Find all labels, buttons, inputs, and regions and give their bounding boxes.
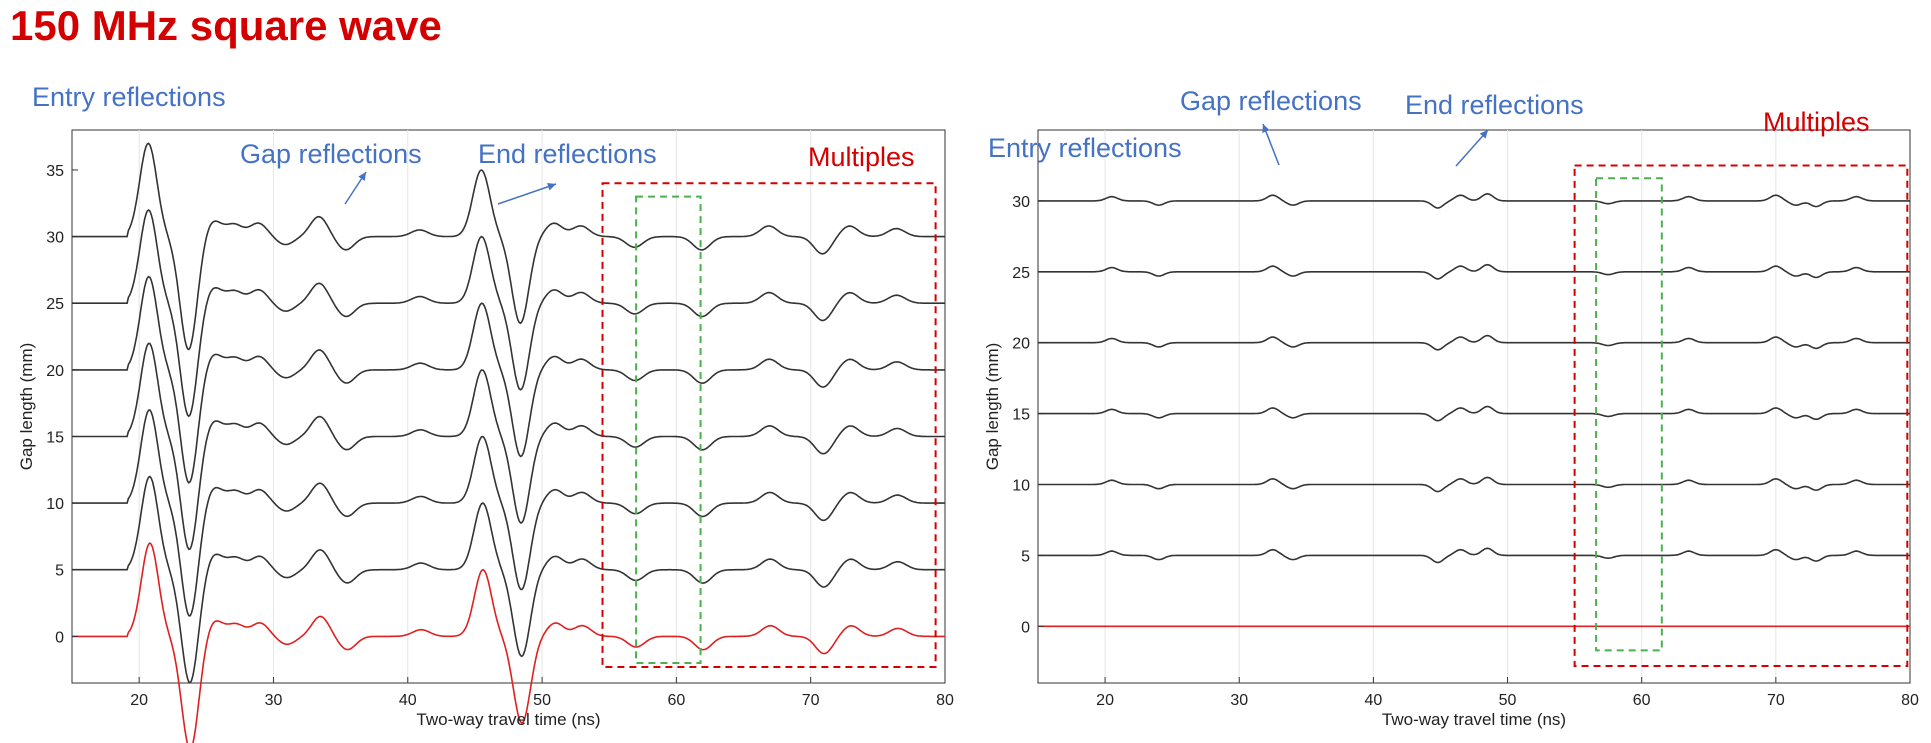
arrow-head [358, 172, 366, 181]
arrow-head [547, 182, 556, 191]
x-tick-label: 50 [1499, 692, 1517, 709]
arrow-shaft [497, 183, 557, 205]
right-chart: 20 30 40 50 60 70 80 0 5 10 15 20 25 30 Two-way trave… [983, 86, 1919, 729]
left-multiples-label: Multiples [808, 142, 915, 172]
right-gap-reflections-label: Gap reflections [1180, 86, 1362, 116]
left-traces [72, 142, 945, 743]
left-grid [138, 130, 812, 683]
trace-offset-0 [72, 542, 945, 743]
right-boxes [1573, 164, 1909, 667]
x-tick-label: 80 [936, 692, 954, 709]
y-tick-label: 20 [46, 363, 64, 380]
y-tick-label: 35 [46, 163, 64, 180]
trace-offset-5 [72, 475, 945, 684]
right-y-axis-label: Gap length (mm) [983, 343, 1002, 471]
y-tick-label: 25 [46, 296, 64, 313]
trace-offset-20 [1038, 334, 1910, 351]
green-box [635, 195, 702, 665]
x-tick-label: 70 [802, 692, 820, 709]
multiples-box [1573, 164, 1909, 667]
left-entry-reflections-label: Entry reflections [32, 82, 226, 112]
arrow-head [1262, 124, 1270, 133]
y-tick-label: 20 [1012, 336, 1030, 353]
x-tick-label: 50 [533, 692, 551, 709]
trace-offset-30 [72, 142, 945, 351]
trace-offset-20 [72, 275, 945, 484]
left-ticks: 20 30 40 50 60 70 80 0 5 10 15 20 25 30 35 [46, 163, 954, 709]
left-boxes [601, 182, 937, 669]
trace-offset-10 [72, 409, 945, 617]
trace-offset-15 [72, 342, 945, 551]
y-tick-label: 15 [1012, 407, 1030, 424]
x-tick-label: 30 [265, 692, 283, 709]
trace-offset-10 [1038, 476, 1910, 493]
x-tick-label: 40 [399, 692, 417, 709]
x-tick-label: 70 [1767, 692, 1785, 709]
y-tick-label: 25 [1012, 265, 1030, 282]
left-end-reflections-label: End reflections [478, 139, 657, 169]
trace-offset-25 [72, 208, 945, 418]
y-tick-label: 0 [1021, 619, 1030, 636]
right-plot-frame [1037, 129, 1911, 684]
right-annotation-arrows [1262, 123, 1489, 167]
x-tick-label: 20 [1096, 692, 1114, 709]
trace-offset-25 [1038, 263, 1910, 280]
x-tick-label: 40 [1364, 692, 1382, 709]
right-x-axis-label: Two-way travel time (ns) [1382, 710, 1566, 729]
trace-offset-5 [1038, 547, 1910, 564]
page-title: 150 MHz square wave [10, 2, 442, 49]
left-annotation-arrows [344, 171, 557, 205]
x-tick-label: 30 [1230, 692, 1248, 709]
x-tick-label: 60 [667, 692, 685, 709]
y-tick-label: 10 [1012, 477, 1030, 494]
right-grid [1104, 130, 1777, 683]
x-tick-label: 20 [130, 692, 148, 709]
right-multiples-label: Multiples [1763, 107, 1870, 137]
y-tick-label: 0 [55, 629, 64, 646]
right-traces [1038, 192, 1910, 628]
green-box [1595, 177, 1663, 652]
left-plot-frame [71, 129, 946, 684]
trace-offset-30 [1038, 192, 1910, 209]
right-end-reflections-label: End reflections [1405, 90, 1584, 120]
arrow-head [1479, 130, 1488, 139]
trace-offset-15 [1038, 405, 1910, 422]
y-tick-label: 5 [55, 563, 64, 580]
left-y-axis-label: Gap length (mm) [17, 343, 36, 471]
left-gap-reflections-label: Gap reflections [240, 139, 422, 169]
y-tick-label: 30 [1012, 194, 1030, 211]
x-tick-label: 80 [1901, 692, 1919, 709]
y-tick-label: 30 [46, 230, 64, 247]
x-tick-label: 60 [1633, 692, 1651, 709]
left-x-axis-label: Two-way travel time (ns) [416, 710, 600, 729]
y-tick-label: 5 [1021, 548, 1030, 565]
y-tick-label: 10 [46, 496, 64, 513]
right-ticks: 20 30 40 50 60 70 80 0 5 10 15 20 25 30 [1012, 194, 1919, 709]
right-entry-reflections-label: Entry reflections [988, 133, 1182, 163]
left-chart: 20 30 40 50 60 70 80 0 5 10 15 20 25 30 35 Two-way tra… [17, 82, 954, 743]
y-tick-label: 15 [46, 429, 64, 446]
